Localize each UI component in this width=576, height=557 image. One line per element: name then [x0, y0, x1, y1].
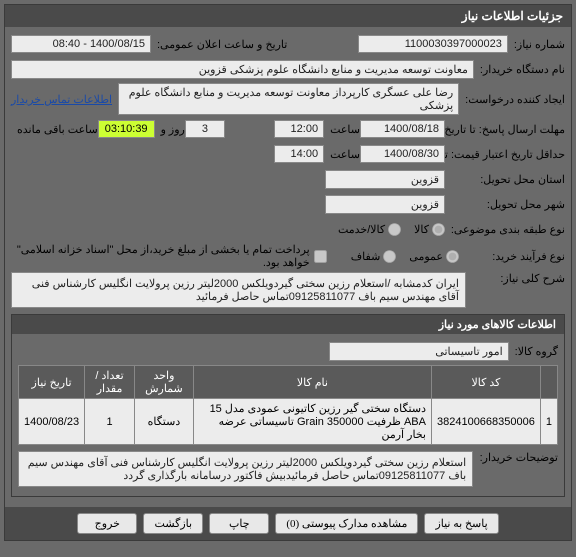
announce-label: تاریخ و ساعت اعلان عمومی:: [151, 38, 287, 51]
table-cell: 1: [85, 399, 135, 445]
back-button[interactable]: بازگشت: [143, 513, 203, 534]
treasury-checkbox-label: پرداخت تمام یا بخشی از مبلغ خرید،از محل …: [11, 243, 310, 269]
items-table: کد کالانام کالاواحد شمارشتعداد / مقدارتا…: [18, 365, 558, 445]
nature-opt-1: کالا: [414, 223, 429, 236]
table-header: [540, 366, 557, 399]
need-no-label: شماره نیاز:: [508, 38, 565, 51]
delivery-city-label: شهر محل تحویل:: [445, 198, 565, 211]
validity-time: 14:00: [274, 145, 324, 163]
req-creator-label: ایجاد کننده درخواست:: [459, 93, 565, 106]
purchase-radio-group: عمومی شفاف: [341, 250, 459, 263]
delivery-state-label: استان محل تحویل:: [445, 173, 565, 186]
nature-radio-group: کالا کالا/خدمت: [328, 223, 445, 236]
respond-button[interactable]: پاسخ به نیاز: [424, 513, 498, 534]
nature-radio-1[interactable]: [432, 223, 445, 236]
nature-label: نوع طبقه بندی موضوعی:: [445, 223, 565, 236]
table-header: واحد شمارش: [134, 366, 193, 399]
table-cell: 3824100668350006: [431, 399, 540, 445]
delivery-state-value: قزوین: [325, 170, 445, 189]
announce-value: 1400/08/15 - 08:40: [11, 35, 151, 53]
keyword-text: ایران کدمشابه /استعلام رزین سختی گیردویل…: [11, 272, 466, 308]
purchase-opt-1: عمومی: [409, 250, 443, 263]
days-label: روز و: [155, 123, 185, 136]
days-value: 3: [185, 120, 225, 138]
attachments-button[interactable]: مشاهده مدارک پیوستی (0): [275, 513, 418, 534]
buyer-name-value: معاونت توسعه مدیریت و منابع دانشگاه علوم…: [11, 60, 474, 79]
validity-label: حداقل تاریخ اعتبار قیمت: تا تاریخ:: [445, 148, 565, 161]
time-label-1: ساعت: [324, 123, 360, 136]
table-header: کد کالا: [431, 366, 540, 399]
desc-label: توضیحات خریدار:: [473, 451, 558, 464]
print-button[interactable]: چاپ: [209, 513, 269, 534]
table-cell: 1: [540, 399, 557, 445]
table-cell: دستگاه: [134, 399, 193, 445]
panel-body: شماره نیاز: 1100030397000023 تاریخ و ساع…: [5, 27, 571, 503]
treasury-checkbox[interactable]: [314, 250, 327, 263]
table-header: نام کالا: [193, 366, 431, 399]
items-section: اطلاعات کالاهای مورد نیاز گروه کالا: امو…: [11, 314, 565, 497]
table-cell: 1400/08/23: [19, 399, 85, 445]
button-bar: پاسخ به نیاز مشاهده مدارک پیوستی (0) چاپ…: [5, 507, 571, 540]
validity-date: 1400/08/30: [360, 145, 445, 163]
purchase-type-label: نوع فرآیند خرید:: [459, 250, 565, 263]
deadline-date: 1400/08/18: [360, 120, 445, 138]
purchase-radio-1[interactable]: [446, 250, 459, 263]
treasury-checkbox-wrap: پرداخت تمام یا بخشی از مبلغ خرید،از محل …: [11, 243, 327, 269]
deadline-label: مهلت ارسال پاسخ: تا تاریخ:: [445, 123, 565, 136]
req-creator-value: رضا علی عسگری کارپرداز معاونت توسعه مدیر…: [118, 83, 459, 115]
desc-text: استعلام رزین سختی گیردویلکس 2000لیتر رزی…: [18, 451, 473, 487]
buyer-contact-link[interactable]: اطلاعات تماس خریدار: [11, 93, 112, 106]
group-value: امور تاسیساتی: [329, 342, 509, 361]
countdown-timer: 03:10:39: [98, 120, 155, 138]
table-header: تاریخ نیاز: [19, 366, 85, 399]
table-row: 13824100668350006دستگاه سختی گیر رزین کا…: [19, 399, 558, 445]
deadline-time: 12:00: [274, 120, 324, 138]
remain-label: ساعت باقی مانده: [11, 123, 98, 136]
purchase-opt-2: شفاف: [351, 250, 381, 263]
group-label: گروه کالا:: [509, 345, 558, 358]
delivery-city-value: قزوین: [325, 195, 445, 214]
details-panel: جزئیات اطلاعات نیاز شماره نیاز: 11000303…: [4, 4, 572, 541]
table-header: تعداد / مقدار: [85, 366, 135, 399]
need-no-value: 1100030397000023: [358, 35, 508, 53]
keyword-label: شرح کلی نیاز:: [466, 272, 565, 285]
purchase-radio-2[interactable]: [383, 250, 396, 263]
panel-title: جزئیات اطلاعات نیاز: [5, 5, 571, 27]
nature-opt-2: کالا/خدمت: [338, 223, 385, 236]
buyer-name-label: نام دستگاه خریدار:: [474, 63, 565, 76]
items-section-title: اطلاعات کالاهای مورد نیاز: [12, 315, 564, 334]
time-label-2: ساعت: [324, 148, 360, 161]
exit-button[interactable]: خروج: [77, 513, 137, 534]
nature-radio-2[interactable]: [388, 223, 401, 236]
table-cell: دستگاه سختی گیر رزین کاتیونی عمودی مدل 1…: [193, 399, 431, 445]
